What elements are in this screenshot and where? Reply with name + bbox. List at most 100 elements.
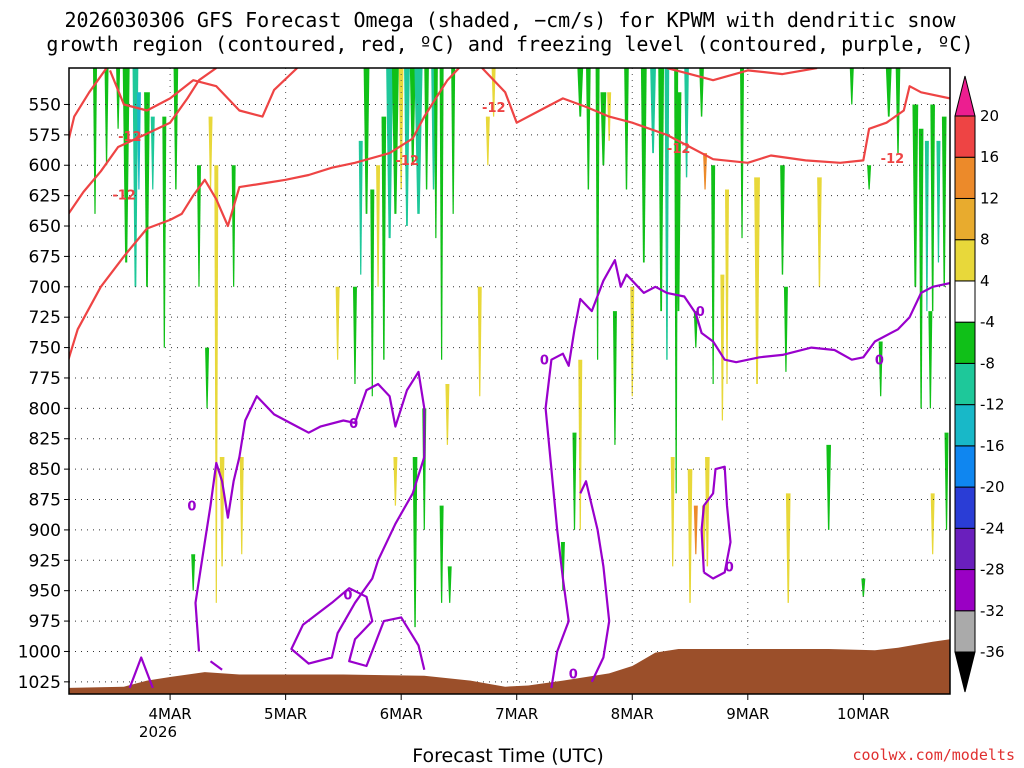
y-tick-label: 950 <box>29 582 61 602</box>
omega-shade-cell <box>861 578 866 597</box>
colorbar-tick-label: -36 <box>980 643 1005 661</box>
credit-text: coolwx.com/modelts <box>852 746 1015 764</box>
colorbar-tick-label: 12 <box>980 189 999 207</box>
freezing-contour-line <box>209 660 223 671</box>
omega-shade-cell <box>936 140 941 263</box>
dgz-contour-line <box>108 68 298 118</box>
omega-shade-cell <box>173 68 179 190</box>
colorbar-tick-label: -4 <box>980 313 995 331</box>
dgz-contour-line <box>69 68 217 215</box>
colorbar-band <box>954 362 976 406</box>
omega-shade-cell <box>196 165 201 287</box>
y-axis: 550 575 600 625 650 675 700 725 750 775 800 825 850 8… <box>18 95 69 693</box>
contour-lines <box>69 68 950 689</box>
colorbar-tick-label: 4 <box>980 272 990 290</box>
colorbar-tick-label: 16 <box>980 148 999 166</box>
freezing-contour-label: 0 <box>343 588 352 603</box>
y-tick-label: 875 <box>29 491 61 511</box>
freezing-contour-label: 0 <box>696 305 705 320</box>
colorbar-band <box>954 197 976 241</box>
dgz-contour-line <box>69 68 108 142</box>
omega-shade-cell <box>640 68 647 263</box>
omega-shade-cell <box>849 68 854 105</box>
omega-shade-cell <box>404 68 410 227</box>
omega-shade-cell <box>572 432 577 530</box>
omega-shade-cell <box>895 68 901 154</box>
dgz-contour-label: -12 <box>118 130 142 145</box>
x-axis: 2026 4MAR 5MAR 6MAR 7MAR 8MAR 9MAR 10MAR <box>139 694 890 741</box>
title-line-2: growth region (contoured, red, ºC) and f… <box>46 32 973 56</box>
omega-shade-cell <box>335 286 340 360</box>
omega-shade-cell <box>424 68 429 190</box>
omega-shade-cell <box>600 92 607 166</box>
y-tick-label: 550 <box>29 95 61 115</box>
omega-shade-cell <box>477 286 482 397</box>
omega-shade-cell <box>439 68 444 360</box>
colorbar-band <box>954 486 976 529</box>
colorbar-band <box>954 239 976 282</box>
freezing-contour-line <box>579 480 611 683</box>
colorbar-tick-label: 20 <box>980 107 999 125</box>
omega-shade-cell <box>451 68 456 214</box>
omega-shade-cell <box>885 68 892 117</box>
colorbar-band <box>954 321 976 364</box>
y-tick-label: 900 <box>29 521 61 541</box>
omega-shade-cell <box>780 165 785 275</box>
y-tick-label: 825 <box>29 430 61 450</box>
colorbar: -36 -32 -28 -24 -20 -16 -12 -8 -4 4 8 12 16 20 <box>954 75 1005 693</box>
omega-shade-cell <box>104 68 109 166</box>
terrain-fill <box>69 639 950 694</box>
x-tick-label: 5MAR <box>264 705 307 723</box>
omega-shade-cell <box>783 286 788 372</box>
title-line-1: 2026030306 GFS Forecast Omega (shaded, −… <box>64 8 956 32</box>
freezing-contour-label: 0 <box>187 500 196 515</box>
freezing-contour-line <box>544 259 950 689</box>
omega-shade-cell <box>445 384 450 445</box>
y-tick-label: 850 <box>29 460 61 480</box>
omega-shade-cell <box>928 311 933 409</box>
omega-shade-cell <box>433 68 438 239</box>
omega-shade-cell <box>699 68 704 117</box>
omega-shade-cell <box>595 68 600 360</box>
omega-shade-cell <box>930 104 935 312</box>
x-tick-label: 10MAR <box>837 705 890 723</box>
omega-shade-cell <box>409 68 416 166</box>
y-tick-label: 800 <box>29 399 61 419</box>
y-tick-label: 750 <box>29 339 61 359</box>
y-tick-label: 925 <box>29 551 61 571</box>
omega-shade-cell <box>650 68 656 154</box>
colorbar-tick-label: 8 <box>980 231 990 249</box>
x-tick-label: 9MAR <box>726 705 769 723</box>
omega-shade-cell <box>352 286 357 385</box>
colorbar-tick-label: -20 <box>980 478 1005 496</box>
omega-shade-cell <box>684 68 689 178</box>
dgz-contour-label: -12 <box>667 142 691 157</box>
omega-shade-cell <box>132 68 139 287</box>
omega-shade-cell <box>670 456 675 567</box>
omega-shade-cell <box>658 68 665 312</box>
omega-shade-cell <box>930 493 935 555</box>
colorbar-tick-label: -24 <box>980 519 1005 537</box>
freezing-contour-label: 0 <box>875 354 884 369</box>
x-tick-label: 4MAR <box>149 705 192 723</box>
omega-shade-cell <box>393 456 398 506</box>
omega-shade-cell <box>630 286 635 397</box>
omega-shade-cell <box>944 432 949 530</box>
omega-shade-cell <box>136 92 141 190</box>
omega-shade-cell <box>705 456 710 567</box>
omega-shade-cell <box>867 165 872 190</box>
omega-shade-cell <box>414 68 423 214</box>
terrain-shape <box>69 639 950 694</box>
omega-shade-cell <box>191 554 196 591</box>
omega-shade-cell <box>826 444 831 530</box>
omega-shade-cell <box>116 68 121 129</box>
y-tick-label: 625 <box>29 187 61 207</box>
omega-shade-cell <box>675 92 682 312</box>
dgz-contour-label: -12 <box>395 154 419 169</box>
omega-shade-cell <box>711 165 716 385</box>
omega-shade-cell <box>612 311 617 445</box>
omega-shading <box>92 68 949 628</box>
x-axis-label: Forecast Time (UTC) <box>412 745 603 767</box>
y-tick-label: 675 <box>29 247 61 267</box>
